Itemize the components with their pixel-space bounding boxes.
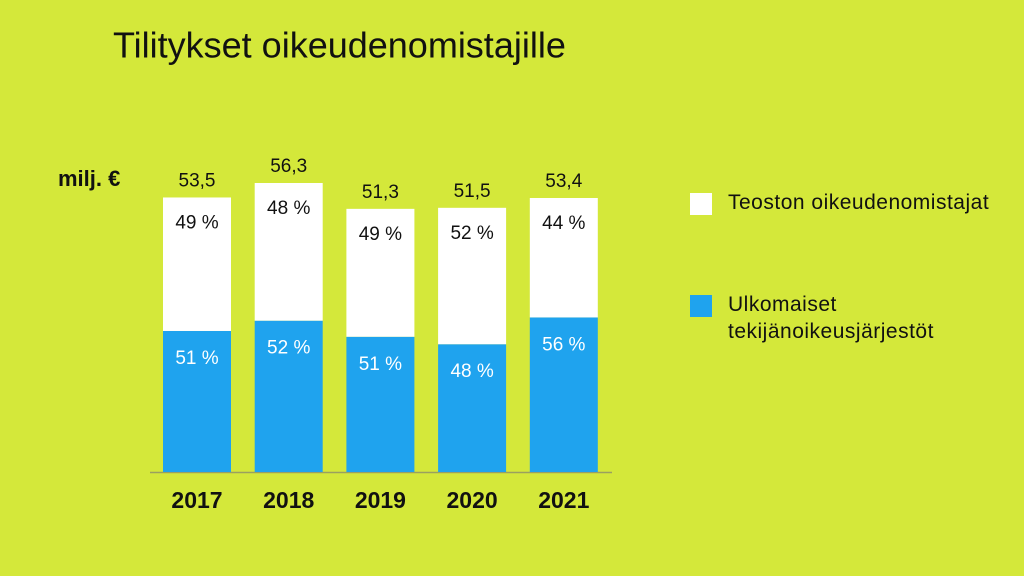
bar-segment xyxy=(438,207,507,345)
unit-label: milj. € xyxy=(58,166,120,191)
x-tick-label: 2021 xyxy=(538,487,589,513)
segment-label: 51 % xyxy=(359,354,402,375)
bar-segment xyxy=(163,197,231,331)
bar-segment xyxy=(529,317,598,472)
segment-label: 49 % xyxy=(359,224,402,245)
total-label: 51,5 xyxy=(454,181,491,202)
bar-segment xyxy=(254,320,323,472)
bar-segment xyxy=(163,330,231,472)
bar-segment xyxy=(438,344,507,472)
segment-label: 56 % xyxy=(542,334,585,355)
x-tick-label: 2018 xyxy=(263,487,314,513)
segment-label: 48 % xyxy=(267,198,310,219)
segment-label: 44 % xyxy=(542,213,585,234)
segment-label: 52 % xyxy=(267,338,310,359)
legend-swatch xyxy=(690,193,712,215)
bar-segment xyxy=(254,183,323,321)
total-label: 53,5 xyxy=(179,170,216,191)
total-label: 53,4 xyxy=(545,171,582,192)
x-tick-label: 2019 xyxy=(355,487,406,513)
legend-label: Ulkomaiset tekijänoikeusjärjestöt xyxy=(728,293,934,343)
x-tick-label: 2017 xyxy=(171,487,222,513)
total-label: 51,3 xyxy=(362,182,399,203)
x-tick-label: 2020 xyxy=(447,487,498,513)
total-label: 56,3 xyxy=(270,156,307,177)
segment-label: 52 % xyxy=(450,223,493,244)
bar-segment xyxy=(346,208,415,337)
segment-label: 48 % xyxy=(450,361,493,382)
bar-segment xyxy=(529,197,598,318)
segment-label: 51 % xyxy=(175,348,218,369)
chart-title: Tilitykset oikeudenomistajille xyxy=(113,25,566,66)
legend-label: Teoston oikeudenomistajat xyxy=(728,191,990,214)
bar-segment xyxy=(346,336,415,472)
legend-swatch xyxy=(690,295,712,317)
segment-label: 49 % xyxy=(175,212,218,233)
